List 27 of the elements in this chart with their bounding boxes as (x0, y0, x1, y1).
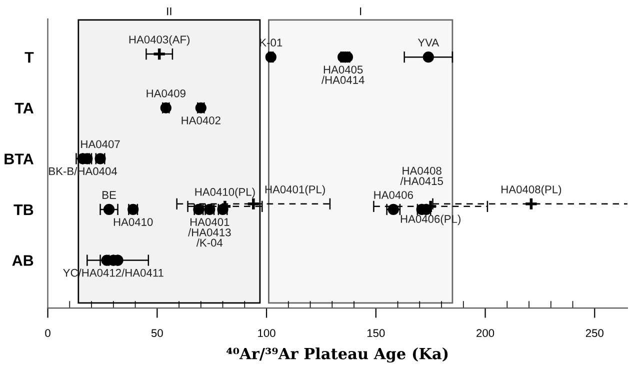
x-tick-label: 150 (367, 329, 385, 338)
x-tick-label: 100 (258, 329, 276, 338)
annotation: YVA (418, 38, 440, 46)
annotation: HA0408 /HA0415 (400, 166, 443, 186)
x-tick-label: 0 (45, 329, 50, 338)
y-tick-label: TA (14, 102, 34, 114)
band-label: II (167, 8, 172, 16)
annotation: HA0409 (146, 89, 186, 98)
y-tick-label: T (24, 52, 34, 63)
annotation: HA0403(AF) (129, 35, 190, 46)
annotation: HA0405 /HA0414 (321, 66, 364, 84)
x-axis-title: ⁴⁰Ar/³⁹Ar Plateau Age (Ka) (226, 348, 448, 363)
x-tick-label: 200 (476, 329, 494, 338)
annotation: HA0401 /HA0413 /K-04 (188, 218, 231, 247)
y-tick-label: BTA (4, 154, 34, 164)
annotation: HA0407 (81, 140, 120, 148)
annotation: HA0408(PL) (502, 185, 562, 196)
y-tick-label: AB (12, 255, 34, 266)
annotation: HA0406 (374, 191, 413, 199)
annotation: HA0410(PL) (195, 188, 255, 198)
annotation: HA0410 (114, 218, 153, 226)
band-label: I (360, 8, 362, 16)
annotation: HA0402 (182, 116, 220, 124)
x-tick-label: 250 (586, 329, 604, 338)
annotation: BE (102, 191, 116, 199)
y-tick-label: TB (14, 204, 34, 216)
x-tick-label: 50 (151, 329, 163, 338)
